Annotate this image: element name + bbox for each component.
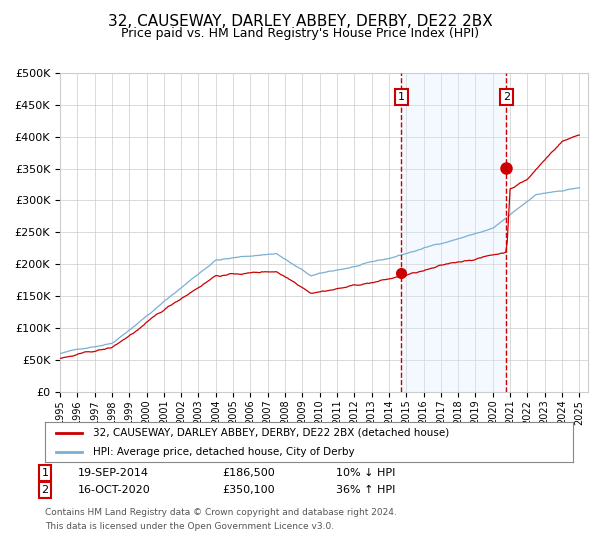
Text: 1: 1 bbox=[398, 92, 405, 102]
Text: 32, CAUSEWAY, DARLEY ABBEY, DERBY, DE22 2BX (detached house): 32, CAUSEWAY, DARLEY ABBEY, DERBY, DE22 … bbox=[92, 428, 449, 438]
Text: 10% ↓ HPI: 10% ↓ HPI bbox=[336, 468, 395, 478]
Text: 2: 2 bbox=[503, 92, 510, 102]
Text: 2: 2 bbox=[41, 485, 49, 495]
Text: Price paid vs. HM Land Registry's House Price Index (HPI): Price paid vs. HM Land Registry's House … bbox=[121, 27, 479, 40]
Text: 36% ↑ HPI: 36% ↑ HPI bbox=[336, 485, 395, 495]
Text: £186,500: £186,500 bbox=[222, 468, 275, 478]
Text: This data is licensed under the Open Government Licence v3.0.: This data is licensed under the Open Gov… bbox=[45, 522, 334, 531]
Text: 16-OCT-2020: 16-OCT-2020 bbox=[78, 485, 151, 495]
Text: 1: 1 bbox=[41, 468, 49, 478]
Text: HPI: Average price, detached house, City of Derby: HPI: Average price, detached house, City… bbox=[92, 447, 354, 457]
Text: Contains HM Land Registry data © Crown copyright and database right 2024.: Contains HM Land Registry data © Crown c… bbox=[45, 508, 397, 517]
Text: 32, CAUSEWAY, DARLEY ABBEY, DERBY, DE22 2BX: 32, CAUSEWAY, DARLEY ABBEY, DERBY, DE22 … bbox=[107, 14, 493, 29]
Text: 19-SEP-2014: 19-SEP-2014 bbox=[78, 468, 149, 478]
Bar bbox=[401, 73, 506, 392]
Text: £350,100: £350,100 bbox=[222, 485, 275, 495]
